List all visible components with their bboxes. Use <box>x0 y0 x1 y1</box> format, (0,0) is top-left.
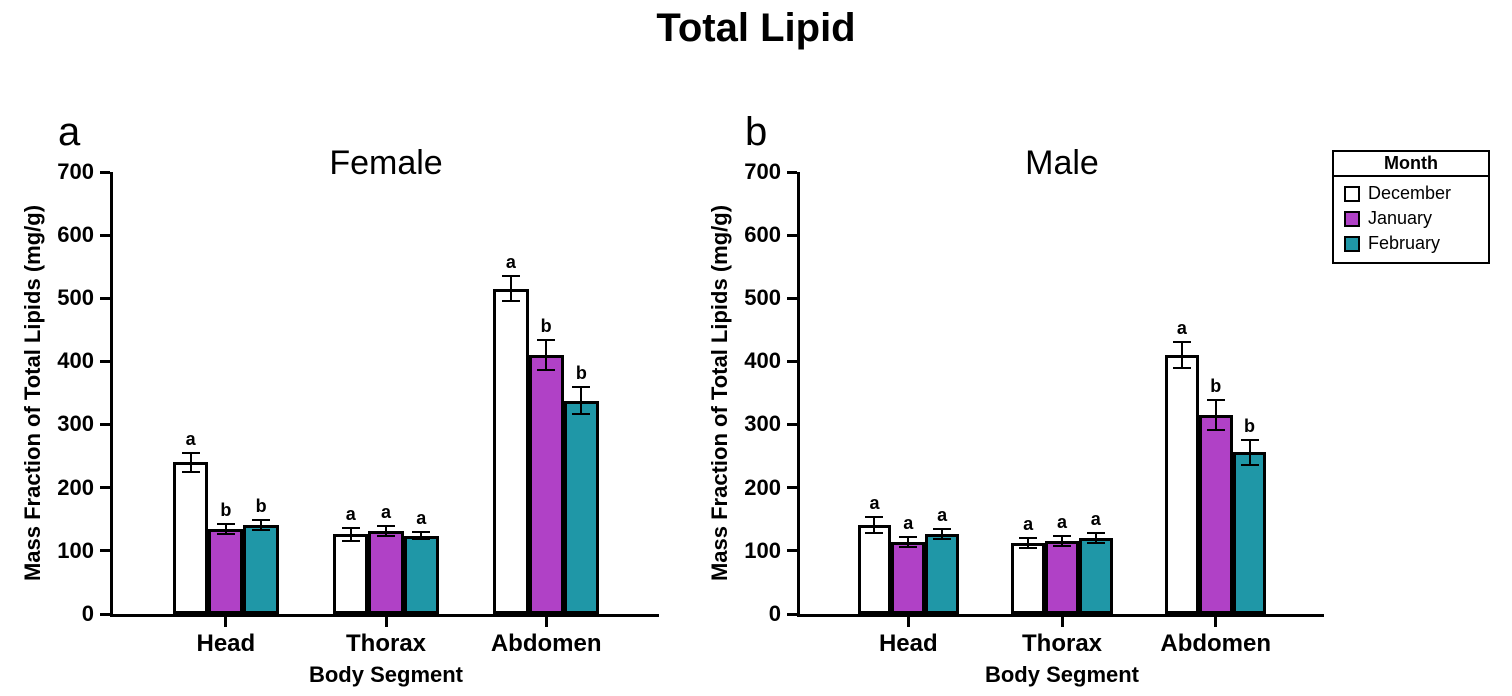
y-tick-label: 500 <box>744 285 781 311</box>
y-tick-label: 200 <box>744 475 781 501</box>
legend-title: Month <box>1334 153 1488 174</box>
legend-swatch <box>1344 186 1360 202</box>
bar <box>858 525 892 614</box>
y-tick-label: 700 <box>744 159 781 185</box>
y-tick-label: 400 <box>744 348 781 374</box>
y-tick-label: 100 <box>744 538 781 564</box>
bar-annotation: a <box>1057 512 1067 533</box>
y-axis-label: Mass Fraction of Total Lipids (mg/g) <box>707 205 733 581</box>
y-tick-label: 600 <box>744 222 781 248</box>
chart-panel-b: 0 100 200 300 400 500 600 700 Mass Fraction of T… <box>0 0 1512 696</box>
y-axis-line <box>797 172 800 617</box>
panel-subtitle: Male <box>1025 144 1099 183</box>
bar <box>1199 415 1233 614</box>
panel-letter: b <box>745 110 767 155</box>
bar <box>1045 541 1079 614</box>
bar-annotation: a <box>869 493 879 514</box>
bar <box>891 542 925 614</box>
bar <box>1233 452 1267 614</box>
legend-swatch <box>1344 211 1360 227</box>
category-label: Abdomen <box>1160 630 1271 658</box>
bar-annotation: b <box>1244 416 1255 437</box>
legend-label: December <box>1368 183 1451 204</box>
legend-label: January <box>1368 208 1432 229</box>
bar-annotation: a <box>1177 318 1187 339</box>
bar <box>1079 538 1113 614</box>
category-label: Head <box>879 630 938 658</box>
bar <box>1011 543 1045 614</box>
legend-item: January <box>1344 208 1478 229</box>
x-axis-label: Body Segment <box>985 662 1139 688</box>
y-tick-label: 0 <box>769 601 781 627</box>
legend: Month December January February <box>1332 150 1490 264</box>
bar <box>1165 355 1199 614</box>
bar <box>925 534 959 614</box>
bar-annotation: a <box>1091 509 1101 530</box>
y-tick-label: 300 <box>744 411 781 437</box>
bar-annotation: a <box>1023 514 1033 535</box>
category-label: Thorax <box>1022 630 1102 658</box>
legend-swatch <box>1344 236 1360 252</box>
legend-item: December <box>1344 183 1478 204</box>
legend-label: February <box>1368 233 1440 254</box>
legend-item: February <box>1344 233 1478 254</box>
bar-annotation: b <box>1210 376 1221 397</box>
bar-annotation: a <box>903 513 913 534</box>
bar-annotation: a <box>937 505 947 526</box>
